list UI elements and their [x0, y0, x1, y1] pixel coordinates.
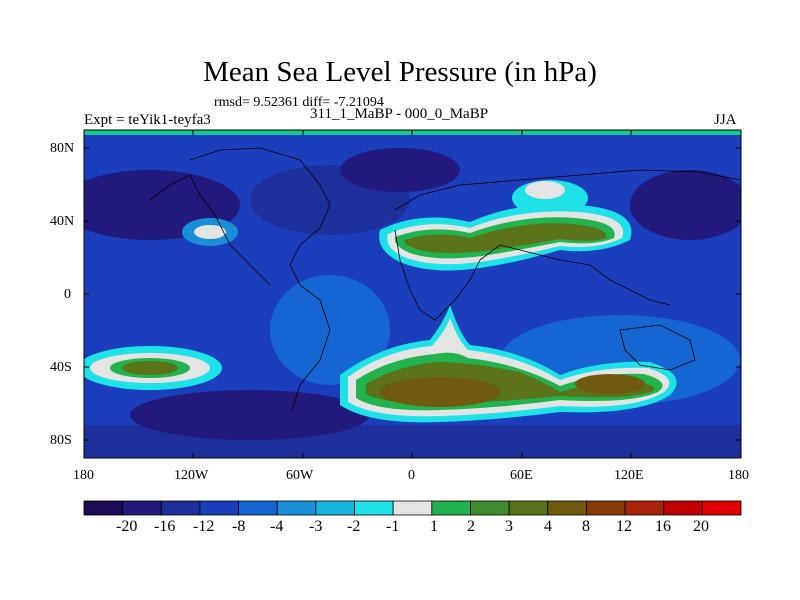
colorbar-label: 4 — [544, 518, 552, 535]
lat-label-40n: 40N — [50, 214, 75, 229]
colorbar-swatch — [470, 500, 510, 516]
colorbar-swatch — [431, 500, 471, 516]
lon-label-180e: 180 — [728, 468, 749, 483]
eurasia-olive — [404, 223, 607, 254]
indian-ocean-core — [575, 374, 645, 394]
sw-pacific-olive — [122, 361, 178, 375]
experiment-label: Expt = teYik1-teyfa3 — [84, 112, 211, 128]
lat-label-80n: 80N — [50, 141, 75, 156]
colorbar-swatch — [547, 500, 587, 516]
colorbar-swatch — [315, 500, 355, 516]
lat-label-80s: 80S — [50, 433, 72, 448]
colorbar-swatch — [354, 500, 394, 516]
colorbar-swatch — [238, 500, 278, 516]
chart-title: Mean Sea Level Pressure (in hPa) — [203, 56, 597, 88]
colorbar — [83, 500, 742, 516]
rmsd-diff-stats: rmsd= 9.52361 diff= -7.21094 — [214, 95, 384, 110]
colorbar-swatch — [122, 500, 162, 516]
colorbar-label: -1 — [386, 518, 400, 535]
north-pacific-low-east — [630, 170, 741, 240]
colorbar-label: 20 — [693, 518, 709, 535]
colorbar-label: -4 — [270, 518, 284, 535]
colorbar-label: 1 — [430, 518, 438, 535]
colorbar-swatch — [392, 500, 433, 516]
colorbar-swatch — [586, 500, 626, 516]
colorbar-swatch — [199, 500, 239, 516]
colorbar-label: -16 — [154, 518, 176, 535]
colorbar-swatch — [160, 500, 201, 516]
australia-coast — [619, 324, 696, 371]
colorbar-swatch — [276, 500, 317, 516]
lat-label-40s: 40S — [50, 360, 72, 375]
lon-label-60w: 60W — [286, 468, 314, 483]
colorbar-swatch — [508, 500, 549, 516]
colorbar-label: 3 — [505, 518, 513, 535]
siberia-white — [525, 181, 565, 199]
lon-label-60e: 60E — [510, 468, 533, 483]
north-america-west-coast — [149, 174, 271, 286]
colorbar-label: -3 — [309, 518, 323, 535]
lon-label-120w: 120W — [174, 468, 209, 483]
colorbar-label: -2 — [347, 518, 361, 535]
coastlines — [149, 147, 741, 411]
colorbar-label: -12 — [193, 518, 215, 535]
colorbar-label: 16 — [655, 518, 671, 535]
colorbar-label: -20 — [116, 518, 138, 535]
lat-label-eq: 0 — [64, 287, 71, 302]
eurasia-north-coast — [394, 169, 741, 211]
axis-ticks — [84, 130, 741, 458]
colorbar-swatch — [624, 500, 665, 516]
colorbar-label: -8 — [232, 518, 246, 535]
americas-coast — [189, 147, 331, 411]
colorbar-label: 2 — [467, 518, 475, 535]
colorbar-label: 12 — [616, 518, 632, 535]
season-label: JJA — [714, 112, 737, 128]
colorbar-swatch — [663, 500, 703, 516]
colorbar-swatch — [83, 500, 124, 516]
lon-label-180w: 180 — [73, 468, 94, 483]
arctic-low — [340, 148, 460, 192]
lon-label-0: 0 — [408, 468, 415, 483]
lon-label-120e: 120E — [614, 468, 644, 483]
comparison-label: 311_1_MaBP - 000_0_MaBP — [310, 106, 489, 122]
southern-deep-west — [130, 390, 370, 440]
colorbar-swatch — [701, 500, 742, 516]
anomaly-field — [84, 130, 741, 458]
colorbar-label: 8 — [582, 518, 590, 535]
south-asia-coast — [519, 249, 671, 306]
africa-coast — [394, 229, 521, 321]
southern-high-core — [380, 377, 500, 407]
north-america-white — [194, 225, 226, 239]
